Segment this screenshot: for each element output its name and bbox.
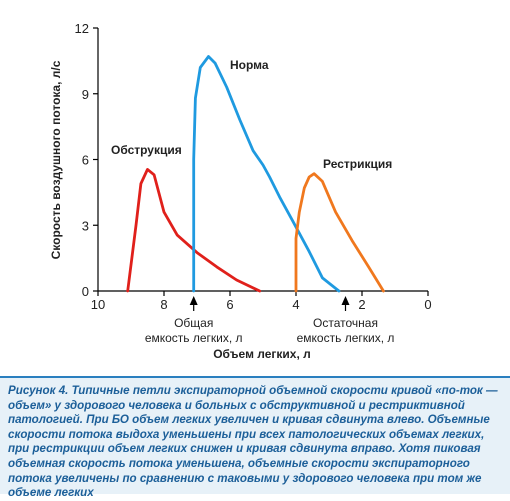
series-line-3 <box>294 172 385 293</box>
x-tick-label: 8 <box>160 297 167 312</box>
y-tick-label: 12 <box>75 21 89 36</box>
y-axis-label: Скорость воздушного потока, л/с <box>49 60 63 259</box>
series-layer <box>126 55 385 293</box>
flow-volume-chart: 0 3 6 9 12 10 8 6 4 2 0 Обструкция Норма Рестрикция… <box>49 21 432 361</box>
x-tick-label: 10 <box>91 297 105 312</box>
y-tick-label: 3 <box>82 218 89 233</box>
series-labels: Обструкция Норма Рестрикция <box>111 58 392 171</box>
x-tick-label: 2 <box>358 297 365 312</box>
y-tick-label: 9 <box>82 87 89 102</box>
annotations: Общая емкость легких, л Остаточная емкость … <box>145 296 395 345</box>
y-tick-label: 0 <box>82 284 89 299</box>
annotation-arrow-head <box>189 296 198 305</box>
figure-caption: Рисунок 4. Типичные петли экспираторной … <box>8 384 498 500</box>
series-label-1: Обструкция <box>111 143 182 157</box>
y-tick-label: 6 <box>82 153 89 168</box>
series-line-2 <box>192 55 341 293</box>
figure-caption-box: Рисунок 4. Типичные петли экспираторной … <box>0 376 510 499</box>
x-tick-label: 4 <box>292 297 299 312</box>
x-tick-label: 6 <box>226 297 233 312</box>
annotation-label: Остаточная емкость легких, л <box>297 316 395 345</box>
x-ticks: 10 8 6 4 2 0 <box>91 291 432 312</box>
annotation-label: Общая емкость легких, л <box>145 316 243 345</box>
series-line-1 <box>126 168 262 293</box>
y-ticks: 0 3 6 9 12 <box>75 21 98 299</box>
x-tick-label: 0 <box>424 297 431 312</box>
x-axis-label: Объем легких, л <box>213 347 311 361</box>
annotation-arrow-head <box>341 296 350 305</box>
series-label-2: Норма <box>230 58 269 72</box>
series-label-3: Рестрикция <box>323 157 392 171</box>
